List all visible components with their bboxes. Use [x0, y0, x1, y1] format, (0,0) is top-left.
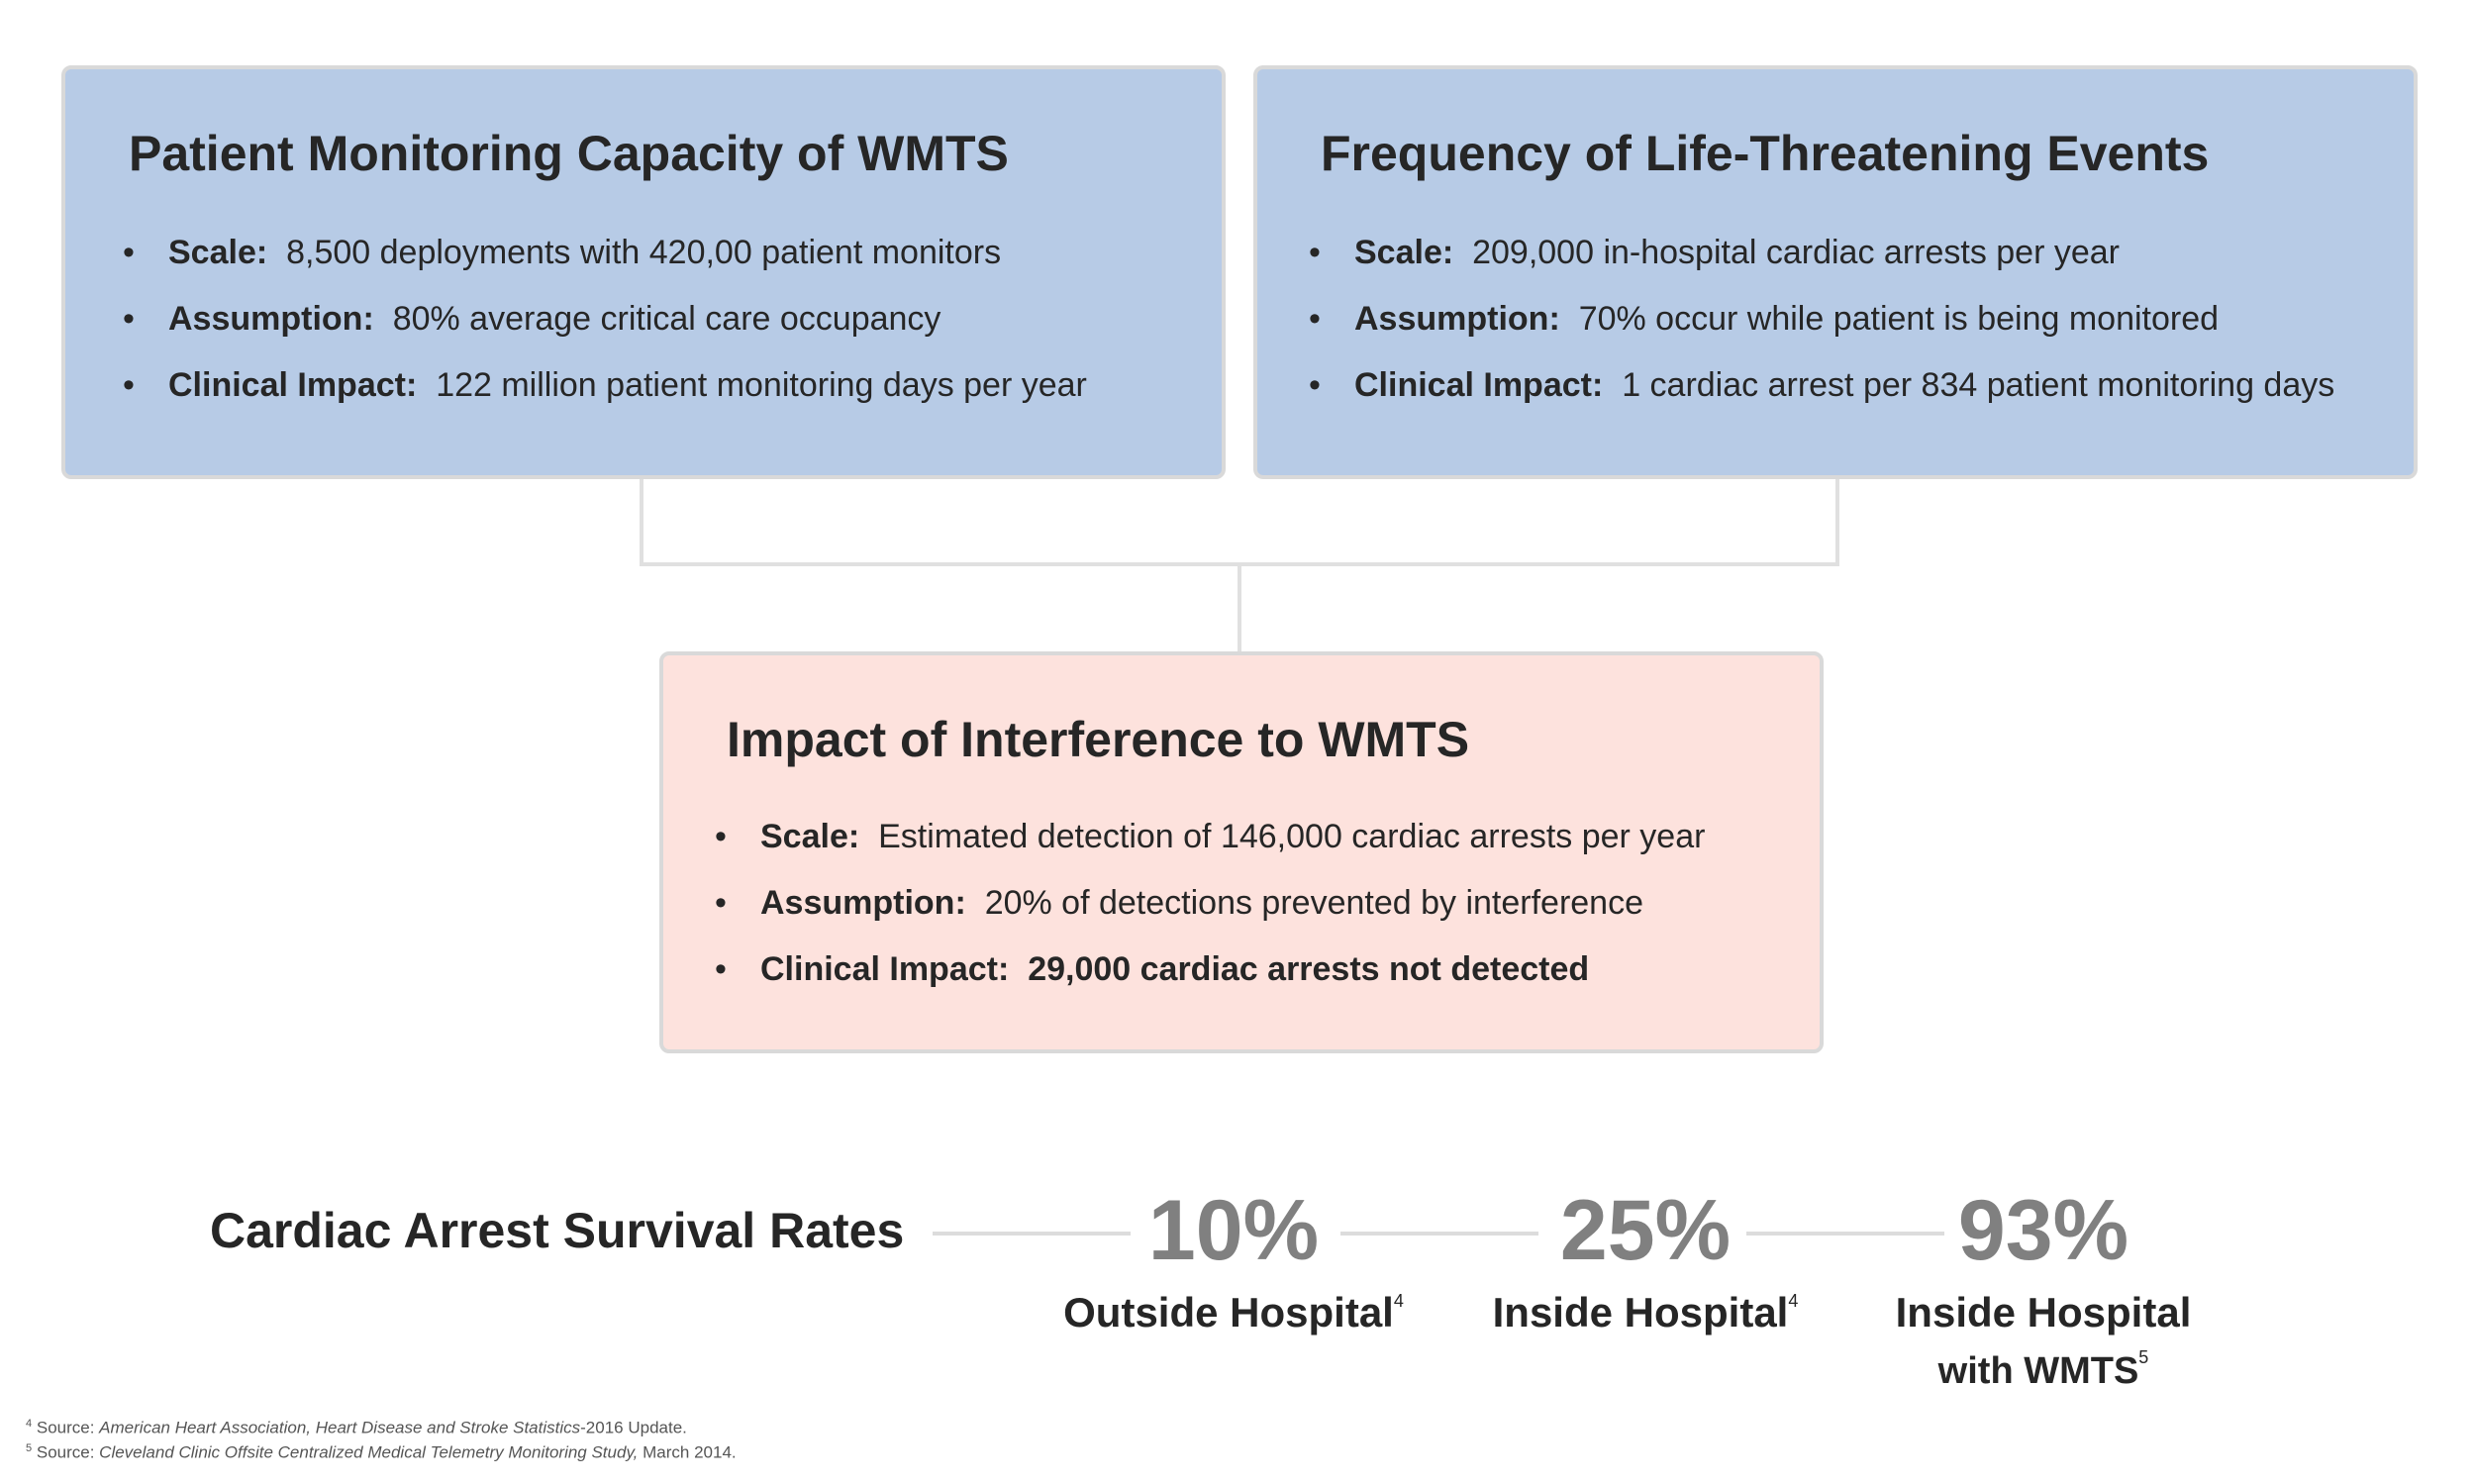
- item-value: 122 million patient monitoring days per …: [436, 366, 1087, 404]
- monitoring-capacity-box: Patient Monitoring Capacity of WMTS • Sc…: [61, 65, 1226, 479]
- survival-stat-outside: 10% Outside Hospital4: [1036, 1188, 1432, 1341]
- list-item: • Scale: 209,000 in-hospital cardiac arr…: [1309, 234, 2334, 300]
- connector-center-vertical: [1238, 562, 1241, 653]
- survival-rates-title: Cardiac Arrest Survival Rates: [210, 1203, 905, 1258]
- footnote-5: 5 Source: Cleveland Clinic Offsite Centr…: [26, 1442, 737, 1463]
- footnote-source: Cleveland Clinic Offsite Centralized Med…: [99, 1442, 639, 1462]
- item-label: Clinical Impact:: [168, 366, 418, 404]
- footnote-prefix: Source:: [36, 1442, 100, 1462]
- event-frequency-title: Frequency of Life-Threatening Events: [1321, 126, 2210, 181]
- list-item: • Clinical Impact: 29,000 cardiac arrest…: [715, 950, 1705, 1017]
- footnote-ref: 4: [1393, 1291, 1404, 1311]
- stat-value: 25%: [1559, 1183, 1732, 1278]
- footnote-number: 4: [26, 1418, 33, 1430]
- item-value: Estimated detection of 146,000 cardiac a…: [878, 818, 1706, 855]
- survival-stat-wmts: 93% Inside Hospital with WMTS5: [1845, 1188, 2241, 1397]
- list-item: • Assumption: 20% of detections prevente…: [715, 884, 1705, 950]
- event-frequency-list: • Scale: 209,000 in-hospital cardiac arr…: [1309, 234, 2334, 433]
- footnote-number: 5: [26, 1442, 33, 1454]
- item-label: Assumption:: [760, 884, 966, 922]
- event-frequency-box: Frequency of Life-Threatening Events • S…: [1253, 65, 2418, 479]
- bullet-icon: •: [123, 234, 135, 271]
- list-item: • Scale: 8,500 deployments with 420,00 p…: [123, 234, 1087, 300]
- item-value: 1 cardiac arrest per 834 patient monitor…: [1622, 366, 2335, 404]
- stat-caption: Inside Hospital with WMTS5: [1845, 1285, 2241, 1397]
- interference-impact-box: Impact of Interference to WMTS • Scale: …: [659, 651, 1824, 1053]
- monitoring-capacity-list: • Scale: 8,500 deployments with 420,00 p…: [123, 234, 1087, 433]
- item-value: 80% average critical care occupancy: [392, 300, 941, 338]
- stat-caption: Outside Hospital4: [1036, 1285, 1432, 1341]
- monitoring-capacity-title: Patient Monitoring Capacity of WMTS: [129, 126, 1009, 181]
- survival-line-1: [933, 1232, 1131, 1236]
- stat-caption: Inside Hospital4: [1447, 1285, 1843, 1341]
- item-label: Clinical Impact:: [760, 950, 1010, 988]
- item-label: Clinical Impact:: [1354, 366, 1604, 404]
- footnote-4: 4 Source: American Heart Association, He…: [26, 1418, 687, 1438]
- footnote-prefix: Source:: [36, 1418, 100, 1437]
- list-item: • Scale: Estimated detection of 146,000 …: [715, 818, 1705, 884]
- stat-caption-text: Inside Hospital: [1492, 1289, 1789, 1336]
- bullet-icon: •: [1309, 300, 1321, 338]
- list-item: • Assumption: 80% average critical care …: [123, 300, 1087, 366]
- item-label: Scale:: [760, 818, 860, 855]
- footnote-source: American Heart Association, Heart Diseas…: [99, 1418, 581, 1437]
- item-label: Scale:: [1354, 234, 1454, 271]
- connector-right-vertical: [1835, 479, 1839, 566]
- list-item: • Clinical Impact: 122 million patient m…: [123, 366, 1087, 433]
- interference-impact-list: • Scale: Estimated detection of 146,000 …: [715, 818, 1705, 1017]
- item-value: 209,000 in-hospital cardiac arrests per …: [1472, 234, 2120, 271]
- bullet-icon: •: [715, 884, 727, 922]
- item-value: 70% occur while patient is being monitor…: [1578, 300, 2220, 338]
- stat-caption-line2: with WMTS: [1937, 1349, 2139, 1392]
- stat-caption-text: Inside Hospital: [1895, 1289, 2192, 1336]
- stat-caption-text: Outside Hospital: [1063, 1289, 1394, 1336]
- interference-impact-title: Impact of Interference to WMTS: [727, 712, 1470, 767]
- bullet-icon: •: [123, 366, 135, 404]
- bullet-icon: •: [1309, 366, 1321, 404]
- item-value: 8,500 deployments with 420,00 patient mo…: [286, 234, 1002, 271]
- bullet-icon: •: [715, 950, 727, 988]
- connector-left-vertical: [640, 479, 644, 566]
- footnote-suffix: March 2014.: [638, 1442, 737, 1462]
- stat-value: 10%: [1147, 1183, 1320, 1278]
- item-value: 20% of detections prevented by interfere…: [984, 884, 1643, 922]
- survival-line-2: [1340, 1232, 1538, 1236]
- survival-line-3: [1746, 1232, 1944, 1236]
- bullet-icon: •: [123, 300, 135, 338]
- bullet-icon: •: [1309, 234, 1321, 271]
- item-label: Assumption:: [1354, 300, 1560, 338]
- item-label: Assumption:: [168, 300, 374, 338]
- bullet-icon: •: [715, 818, 727, 855]
- footnote-suffix: -2016 Update.: [580, 1418, 687, 1437]
- stat-value: 93%: [1957, 1183, 2129, 1278]
- footnote-ref: 5: [2138, 1346, 2149, 1367]
- survival-stat-inside: 25% Inside Hospital4: [1447, 1188, 1843, 1341]
- item-label: Scale:: [168, 234, 268, 271]
- list-item: • Clinical Impact: 1 cardiac arrest per …: [1309, 366, 2334, 433]
- footnote-ref: 4: [1788, 1291, 1799, 1311]
- item-value: 29,000 cardiac arrests not detected: [1028, 950, 1590, 988]
- list-item: • Assumption: 70% occur while patient is…: [1309, 300, 2334, 366]
